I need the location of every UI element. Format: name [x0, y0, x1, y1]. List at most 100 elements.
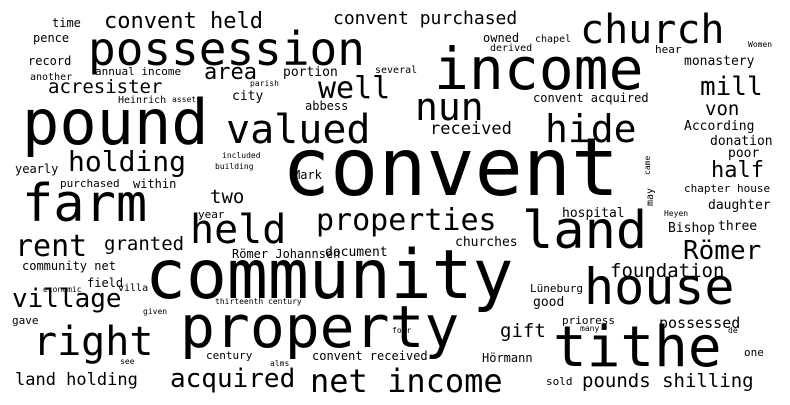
word-chapel: chapel [535, 34, 572, 45]
word-luneburg: Lüneburg [530, 282, 583, 295]
word-holding: holding [68, 145, 187, 178]
word-according: According [684, 119, 755, 134]
word-valued: valued [226, 107, 371, 153]
word-de: de [728, 326, 738, 335]
word-good: good [533, 295, 565, 310]
word-foundation: foundation [610, 260, 725, 282]
word-sold: sold [546, 375, 573, 388]
word-tithe: tithe [553, 315, 722, 380]
word-rent: rent [15, 229, 88, 264]
word-city: city [232, 89, 264, 104]
word-held: held [190, 207, 287, 253]
word-field: field [87, 276, 124, 290]
word-hormann: Hörmann [482, 351, 533, 365]
word-many: many [580, 324, 600, 333]
word-heyen: Heyen [664, 209, 689, 218]
word-came: came [643, 155, 652, 175]
word-purchased: purchased [60, 177, 120, 190]
word-century: century [206, 349, 253, 362]
word-prioress: prioress [562, 314, 615, 327]
word-chapter-house: chapter house [684, 182, 771, 195]
word-convent-acquired: convent acquired [533, 91, 649, 105]
word-may: may [645, 187, 656, 206]
word-nun: nun [415, 85, 484, 129]
word-area: area [204, 60, 257, 85]
word-hide: hide [545, 107, 637, 151]
word-house: house [584, 258, 735, 316]
word-abbess: abbess [305, 99, 349, 113]
word-within: within [133, 177, 177, 191]
word-assets: assets [172, 95, 201, 104]
word-several: several [375, 65, 418, 76]
word-convent-purchased: convent purchased [333, 8, 518, 29]
word-churches: churches [455, 235, 518, 250]
word-hear: hear [655, 43, 682, 56]
word-mark: Mark [293, 168, 322, 182]
word-women: Women [748, 40, 773, 49]
word-document: document [325, 245, 388, 260]
word-owned: owned [483, 31, 520, 45]
word-record: record [28, 54, 72, 68]
word-daughter: daughter [708, 198, 771, 213]
word-properties: properties [316, 203, 497, 238]
word-portion: portion [283, 65, 338, 80]
word-church: church [580, 7, 725, 53]
word-derived: derived [490, 43, 533, 54]
word-bishop: Bishop [668, 221, 715, 236]
word-romer-johannsen: Römer Johannsen [232, 247, 341, 261]
word-well: well [318, 71, 391, 106]
word-alms: alms [270, 359, 290, 368]
word-acquired: acquired [170, 364, 296, 394]
word-convent-held: convent held [104, 9, 263, 34]
word-given: given [143, 307, 168, 316]
word-granted: granted [104, 233, 185, 255]
word-parish: parish [250, 79, 279, 88]
word-pounds-shilling: pounds shilling [582, 370, 754, 392]
word-another: another [30, 72, 73, 83]
word-yearly: yearly [15, 162, 59, 176]
word-convent-received: convent received [312, 349, 428, 363]
word-heinrich: Heinrich [118, 95, 167, 106]
word-four: four [392, 326, 412, 335]
word-received: received [430, 119, 512, 139]
word-building: building [215, 162, 254, 171]
word-half: half [711, 158, 764, 183]
word-farm: farm [22, 174, 148, 234]
word-mill: mill [700, 72, 763, 102]
word-acresister: acresister [48, 76, 163, 98]
word-monastery: monastery [684, 54, 755, 69]
word-one: one [744, 346, 764, 359]
word-thirteenth-century: thirteenth century [215, 297, 302, 306]
word-village: village [12, 284, 122, 314]
word-romer: Römer [683, 236, 762, 266]
word-convent: convent [282, 121, 620, 214]
word-land-holding: land holding [15, 370, 138, 390]
word-pence: pence [33, 31, 70, 45]
word-villa: villa [118, 283, 149, 294]
word-possession: possession [88, 22, 365, 76]
word-net-income: net income [310, 362, 503, 400]
word-hospital: hospital [562, 206, 625, 221]
word-community-net: community net [22, 259, 116, 273]
word-pound: pound [22, 86, 209, 159]
word-see: see [120, 357, 135, 366]
word-two: two [210, 186, 245, 208]
word-possessed: possessed [659, 314, 741, 332]
word-poor: poor [728, 146, 760, 161]
word-time: time [52, 16, 81, 30]
word-annual-income: annual income [95, 65, 182, 78]
word-income: income [434, 35, 644, 103]
word-right: right [33, 319, 154, 365]
word-year: year [198, 208, 225, 221]
word-gift: gift [500, 320, 546, 342]
word-land: land [522, 201, 648, 261]
word-community: community [145, 236, 514, 315]
word-three: three [718, 219, 758, 234]
word-von: von [705, 98, 740, 120]
word-property: property [180, 293, 460, 361]
word-donation: donation [710, 134, 773, 149]
word-gave: gave [12, 314, 39, 327]
word-included: included [222, 151, 261, 160]
word-economic: economic [43, 285, 82, 294]
